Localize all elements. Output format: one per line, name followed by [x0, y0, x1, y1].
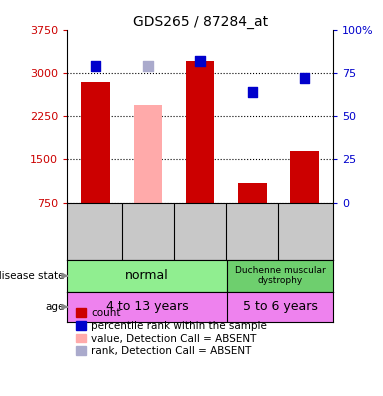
- Bar: [227, 292, 333, 322]
- Text: disease state: disease state: [0, 271, 64, 281]
- Point: [145, 63, 151, 69]
- Legend: count, percentile rank within the sample, value, Detection Call = ABSENT, rank, : count, percentile rank within the sample…: [72, 304, 271, 360]
- Bar: [238, 183, 267, 203]
- Point: [301, 75, 308, 81]
- Bar: [290, 151, 319, 203]
- Bar: [67, 292, 227, 322]
- Text: 5 to 6 years: 5 to 6 years: [242, 300, 318, 313]
- Point: [249, 89, 255, 95]
- Text: Duchenne muscular
dystrophy: Duchenne muscular dystrophy: [235, 266, 325, 286]
- Bar: [227, 259, 333, 292]
- Point: [93, 63, 99, 69]
- Text: 4 to 13 years: 4 to 13 years: [106, 300, 188, 313]
- Point: [197, 58, 203, 64]
- Bar: [67, 259, 227, 292]
- Bar: [81, 82, 110, 203]
- Bar: [186, 61, 214, 203]
- Text: normal: normal: [125, 269, 169, 282]
- Title: GDS265 / 87284_at: GDS265 / 87284_at: [133, 15, 268, 29]
- Bar: [134, 105, 162, 203]
- Text: age: age: [45, 302, 64, 312]
